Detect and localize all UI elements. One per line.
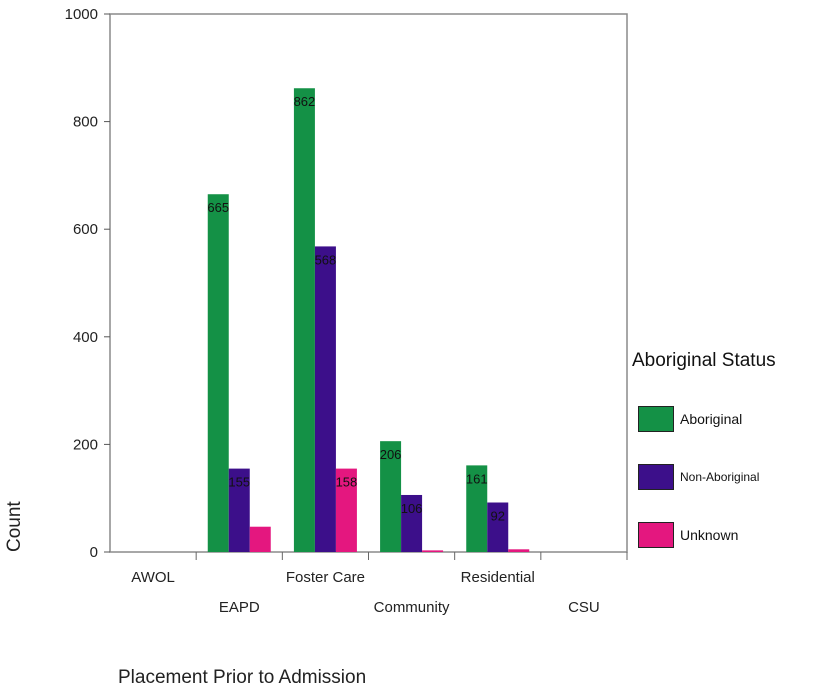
x-tick-label: Community — [374, 599, 450, 616]
bar — [207, 194, 229, 553]
y-axis: 0 200 400 600 800 1000 — [65, 6, 110, 561]
x-axis-title: Placement Prior to Admission — [118, 667, 366, 688]
legend: Aboriginal Status Aboriginal Non-Aborigi… — [632, 350, 837, 564]
y-tick-label: 800 — [73, 114, 98, 131]
legend-label-unknown: Unknown — [680, 527, 739, 543]
bars — [207, 88, 530, 553]
data-label: 568 — [315, 252, 337, 267]
data-label: 665 — [207, 200, 229, 215]
x-tick-label: Residential — [461, 569, 535, 586]
x-tick-label: EAPD — [219, 599, 260, 616]
x-axis: AWOL EAPD Foster Care Community Residential C… — [131, 552, 628, 616]
bar — [422, 550, 444, 552]
legend-label-aboriginal: Aboriginal — [680, 411, 743, 427]
bar — [401, 494, 423, 552]
data-label: 161 — [466, 471, 488, 486]
bar — [487, 502, 509, 552]
bar — [314, 246, 336, 552]
y-tick-label: 0 — [90, 544, 98, 561]
data-labels: 665 155 862 568 158 206 106 161 92 — [207, 94, 505, 523]
legend-item-aboriginal: Aboriginal — [632, 390, 837, 448]
y-axis-title: Count — [4, 501, 25, 552]
bar — [335, 468, 357, 552]
bar — [228, 468, 250, 552]
bar — [249, 526, 271, 552]
data-label: 106 — [401, 501, 423, 516]
data-label: 155 — [228, 475, 250, 490]
y-tick-label: 400 — [73, 329, 98, 346]
legend-swatch-unknown — [638, 522, 674, 548]
x-tick-label: Foster Care — [286, 569, 365, 586]
data-label: 206 — [380, 447, 402, 462]
legend-swatch-aboriginal — [638, 406, 674, 432]
data-label: 862 — [294, 94, 316, 109]
y-tick-label: 1000 — [65, 6, 98, 23]
bar — [466, 465, 488, 552]
bar — [293, 88, 315, 552]
plot-frame-rect — [109, 13, 628, 553]
data-label: 158 — [336, 475, 358, 490]
legend-label-non-aboriginal: Non-Aboriginal — [680, 470, 760, 484]
y-tick-label: 200 — [73, 436, 98, 453]
legend-item-unknown: Unknown — [632, 506, 837, 564]
plot-frame — [109, 13, 628, 553]
legend-swatch-non-aboriginal — [638, 464, 674, 490]
bar — [508, 549, 530, 552]
y-tick-label: 600 — [73, 221, 98, 238]
x-tick-label: CSU — [568, 599, 600, 616]
data-label: 92 — [491, 509, 505, 524]
legend-title: Aboriginal Status — [632, 350, 776, 371]
legend-item-non-aboriginal: Non-Aboriginal — [632, 448, 837, 506]
x-tick-label: AWOL — [131, 569, 175, 586]
bar — [380, 441, 402, 552]
